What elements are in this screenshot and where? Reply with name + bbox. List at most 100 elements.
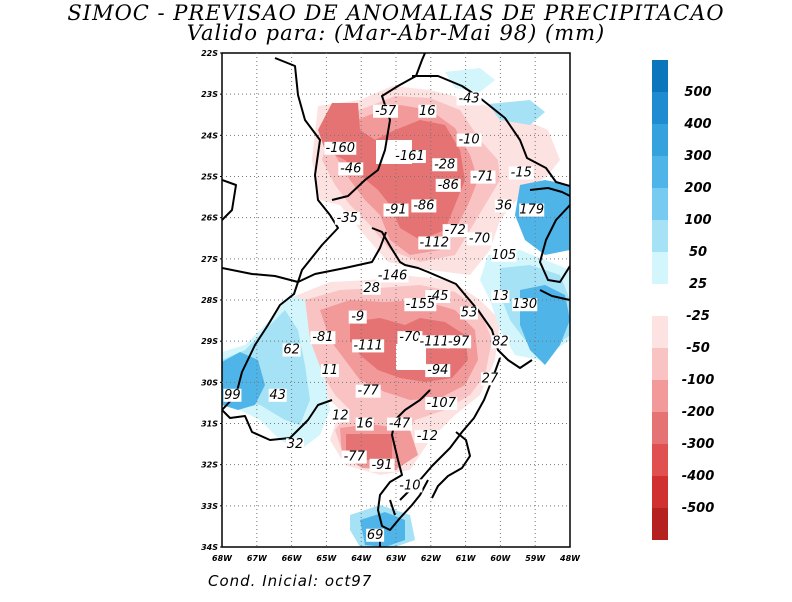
colorbar-segment-positive — [652, 92, 668, 124]
colorbar-segment-positive — [652, 252, 668, 284]
anomaly-value-label: -91 — [371, 458, 392, 473]
colorbar-segment-negative — [652, 476, 668, 508]
map-subtitle: Valido para: (Mar-Abr-Mai 98) (mm) — [186, 21, 606, 45]
anomaly-value-label: 27 — [482, 371, 499, 386]
anomaly-value-label-bg — [460, 306, 479, 320]
anomaly-value-label-bg — [404, 298, 437, 312]
anomaly-value-label: -12 — [417, 429, 438, 444]
latitude-tick-label: 28S — [201, 296, 218, 305]
anomaly-value-labels: -57 16 -43 -10 -160 -46 -161 -28 -71 -15 -86 -91 -86… — [223, 91, 545, 543]
political-boundaries — [222, 53, 570, 547]
boundary-line — [412, 75, 570, 187]
latitude-tick-label: 26S — [201, 214, 218, 223]
map-title: SIMOC - PREVISAO DE ANOMALIAS DE PRECIPI… — [67, 1, 725, 25]
latitude-tick-label: 32S — [201, 461, 218, 470]
colorbar-label: 400 — [683, 117, 711, 132]
boundary-line — [529, 187, 570, 197]
anomaly-value-label: -86 — [438, 178, 459, 193]
colorbar-label: 300 — [684, 149, 711, 164]
colorbar: 500 400 300 200 100 50 25 -25 -50 -100 -200 -300 -40… — [652, 60, 714, 540]
boundary-line — [331, 53, 426, 201]
latitude-tick-label: 31S — [201, 420, 218, 429]
longitude-tick-label: 66W — [282, 554, 303, 563]
longitude-tick-label: 59W — [525, 554, 546, 563]
colorbar-label: -400 — [682, 469, 715, 484]
anomaly-value-label-bg — [494, 199, 513, 213]
colorbar-segment-positive — [652, 220, 668, 252]
anomaly-value-label-bg — [414, 429, 440, 443]
anomaly-value-label-bg — [432, 158, 458, 172]
colorbar-label: 100 — [684, 213, 711, 228]
latitude-tick-label: 27S — [201, 255, 218, 264]
colorbar-segment-positive — [652, 60, 668, 92]
colorbar-label: -200 — [682, 405, 715, 420]
boundary-line — [222, 399, 333, 441]
anomaly-value-label: -77 — [344, 450, 366, 465]
anomaly-value-label: 62 — [283, 343, 300, 358]
longitude-tick-label: 65W — [316, 554, 337, 563]
anomaly-value-label-bg — [324, 141, 357, 155]
boundary-line — [431, 431, 471, 499]
colorbar-label: 25 — [689, 277, 707, 292]
anomaly-value-label-bg — [352, 339, 385, 353]
anomaly-value-label-bg — [362, 281, 381, 295]
anomaly-value-label-bg — [386, 417, 412, 431]
colorbar-segment-positive — [652, 188, 668, 220]
colorbar-label: -100 — [682, 373, 715, 388]
colorbar-label: -50 — [686, 341, 710, 356]
longitude-tick-label: 61W — [456, 554, 477, 563]
anomaly-value-label-bg — [331, 409, 350, 423]
anomaly-value-label-bg — [397, 331, 423, 345]
anomaly-value-label-bg — [418, 335, 451, 349]
anomaly-value-label: -146 — [378, 268, 408, 283]
colorbar-segment-negative — [652, 316, 668, 348]
anomaly-value-label-bg — [467, 232, 493, 246]
anomaly-value-label-bg — [508, 166, 534, 180]
boundary-line — [389, 499, 396, 516]
anomaly-value-label: 99 — [224, 388, 241, 403]
anomaly-value-label-bg — [373, 104, 399, 118]
colorbar-segment-negative — [652, 444, 668, 476]
colorbar-segment-positive — [652, 124, 668, 156]
anomaly-value-label-bg — [376, 269, 409, 283]
anomaly-value-label-bg — [411, 199, 437, 213]
anomaly-value-label: 130 — [512, 297, 537, 312]
latitude-tick-label: 25S — [201, 173, 218, 182]
anomaly-value-label: -91 — [385, 203, 406, 218]
anomaly-area-weak-positive — [445, 68, 495, 92]
longitude-tick-label: 67W — [247, 554, 268, 563]
anomaly-value-label: -35 — [337, 211, 358, 226]
colorbar-segment-negative — [652, 412, 668, 444]
colorbar-label: -25 — [686, 309, 710, 324]
anomaly-value-label: -111 — [420, 334, 450, 349]
anomaly-value-label: 16 — [419, 104, 436, 119]
anomaly-value-label-bg — [418, 104, 437, 118]
anomaly-value-label-bg — [491, 248, 517, 262]
anomaly-value-label-bg — [383, 203, 409, 217]
anomaly-value-label-bg — [480, 372, 499, 386]
anomaly-value-label: 28 — [363, 281, 380, 296]
anomaly-value-label: -47 — [389, 417, 411, 432]
colorbar-label: -300 — [682, 437, 715, 452]
anomaly-value-label-bg — [456, 92, 482, 106]
anomaly-value-label: -107 — [426, 396, 456, 411]
anomaly-value-label: -28 — [434, 157, 455, 172]
anomaly-value-label: 179 — [519, 203, 544, 218]
anomaly-value-label: -57 — [375, 104, 397, 119]
anomaly-value-label: -111 — [353, 338, 383, 353]
anomaly-value-label: -46 — [340, 161, 361, 176]
anomaly-value-label: -70 — [469, 231, 490, 246]
latitude-tick-label: 34S — [201, 543, 218, 552]
anomaly-value-label-bg — [425, 397, 458, 411]
latitude-labels: 22S 23S 24S 25S 26S 27S 28S 29S 30S 31S 32S 33S 34S — [201, 49, 222, 552]
anomaly-value-label: -94 — [427, 363, 448, 378]
longitude-tick-label: 48W — [559, 554, 581, 563]
anomaly-value-label-bg — [470, 170, 496, 184]
anomaly-value-label-bg — [320, 364, 339, 378]
anomaly-value-label: 16 — [356, 417, 373, 432]
colorbar-segment-negative — [652, 348, 668, 380]
anomaly-value-label-bg — [282, 343, 301, 357]
anomaly-area-moderate-positive — [488, 100, 545, 125]
anomaly-value-label: 12 — [332, 408, 349, 423]
